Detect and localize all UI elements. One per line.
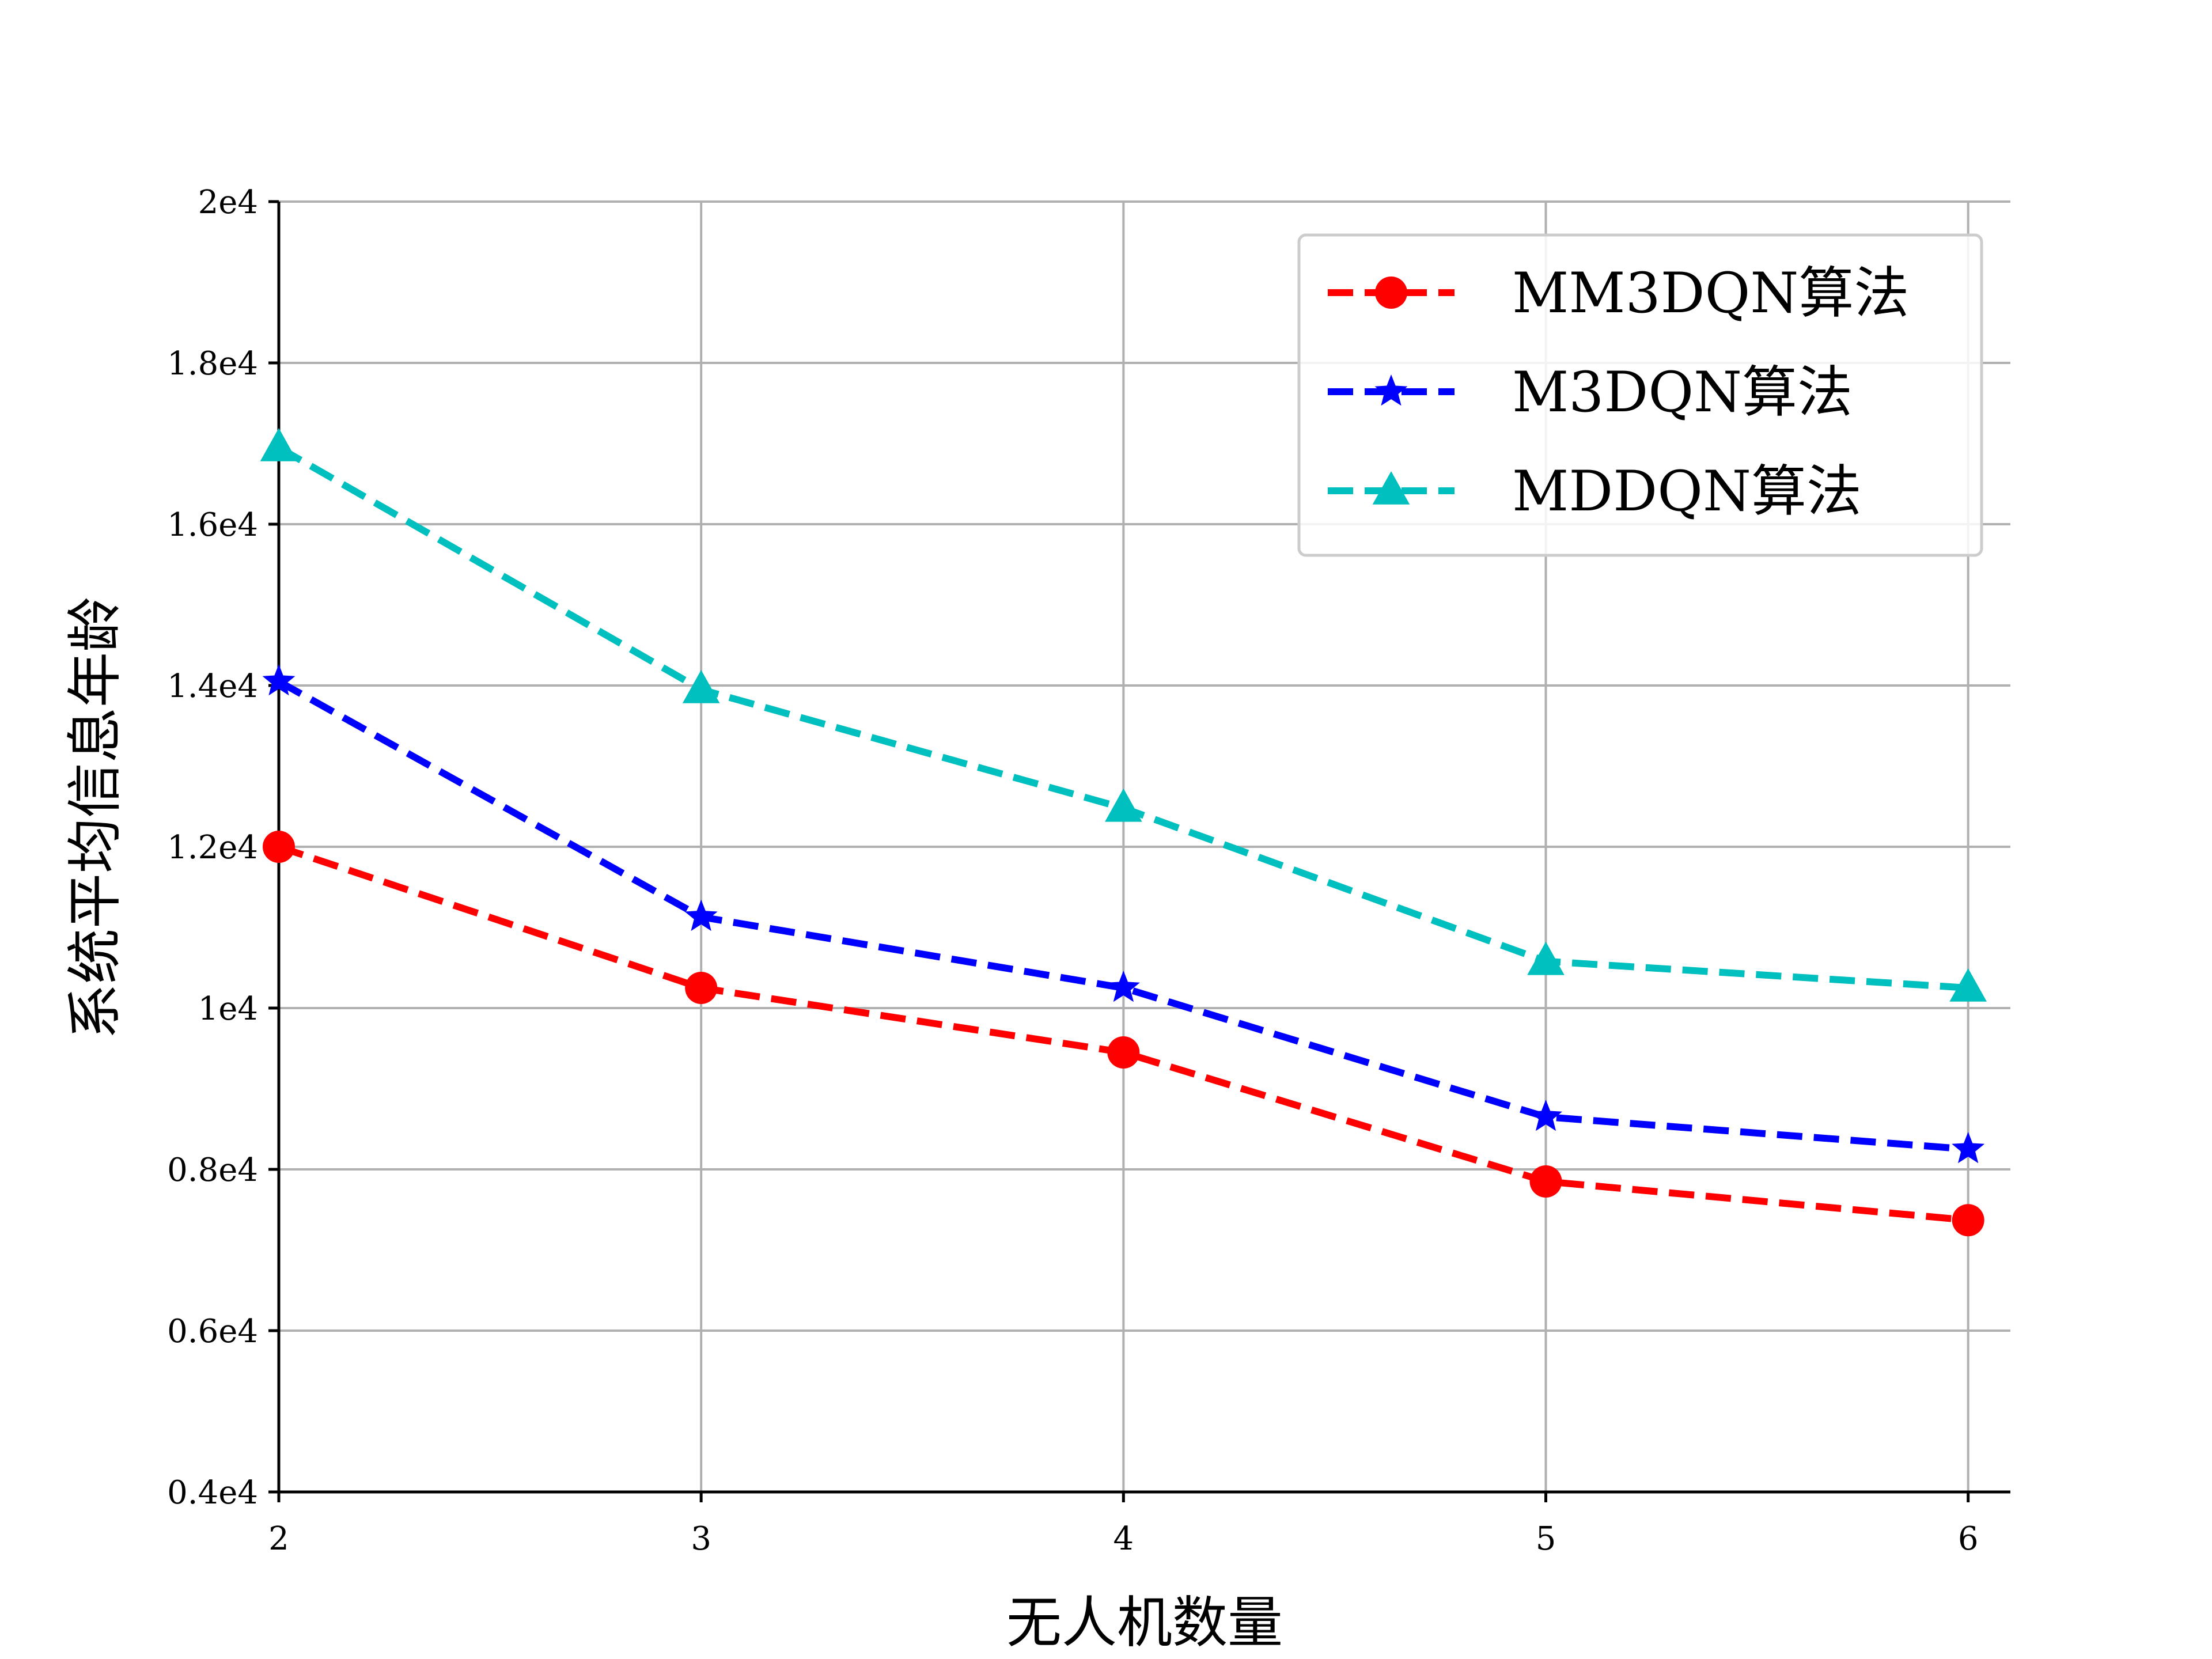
series-0 bbox=[263, 831, 1984, 1237]
y-tick-label-2: 0.8e4 bbox=[167, 1152, 258, 1189]
y-tick-label-6: 1.6e4 bbox=[167, 506, 258, 544]
series-2 bbox=[260, 428, 1987, 1002]
data-point-1-0 bbox=[262, 664, 296, 696]
data-point-2-2 bbox=[1105, 788, 1142, 822]
tick-labels: 2 3 4 5 6 0.4e4 0.6e4 0.8e4 1e4 1.2e4 1.4e4 1.6e4 1.… bbox=[167, 184, 1978, 1558]
data-point-0-2 bbox=[1107, 1036, 1140, 1069]
y-tick-label-8: 2e4 bbox=[198, 184, 258, 221]
x-tick-label-2: 4 bbox=[1113, 1520, 1134, 1558]
data-point-2-0 bbox=[260, 428, 298, 461]
y-axis-label: 系统平均信息年龄 bbox=[63, 597, 127, 1039]
y-tick-label-3: 1e4 bbox=[198, 990, 258, 1028]
y-tick-label-0: 0.4e4 bbox=[167, 1474, 258, 1512]
legend: MM3DQN算法 M3DQN算法 MDDQN算法 bbox=[1297, 233, 1983, 557]
x-tick-label-0: 2 bbox=[268, 1520, 289, 1558]
data-point-0-3 bbox=[1529, 1165, 1562, 1198]
data-point-2-3 bbox=[1527, 941, 1565, 975]
x-tick-label-1: 3 bbox=[691, 1520, 711, 1558]
legend-marker-2 bbox=[1372, 471, 1410, 505]
legend-box bbox=[1297, 233, 1983, 557]
legend-label-1: M3DQN算法 bbox=[1512, 360, 1853, 425]
series-1 bbox=[262, 664, 1985, 1164]
x-tick-label-4: 6 bbox=[1958, 1520, 1979, 1558]
legend-label-2: MDDQN算法 bbox=[1512, 459, 1862, 524]
legend-label-0: MM3DQN算法 bbox=[1512, 261, 1909, 325]
y-tick-label-7: 1.8e4 bbox=[167, 345, 258, 382]
data-point-0-4 bbox=[1952, 1204, 1984, 1237]
legend-marker-0 bbox=[1375, 276, 1407, 309]
data-point-1-3 bbox=[1529, 1100, 1562, 1131]
data-point-0-0 bbox=[263, 831, 295, 863]
data-series bbox=[260, 428, 1987, 1237]
y-tick-label-4: 1.2e4 bbox=[167, 829, 258, 866]
data-point-2-1 bbox=[682, 670, 720, 703]
data-point-1-4 bbox=[1952, 1132, 1985, 1164]
x-axis-label: 无人机数量 bbox=[1006, 1590, 1283, 1655]
y-tick-label-1: 0.6e4 bbox=[167, 1313, 258, 1350]
data-point-0-1 bbox=[685, 972, 718, 1004]
series-line-1 bbox=[277, 678, 1969, 1153]
data-point-2-4 bbox=[1949, 968, 1987, 1002]
y-tick-label-5: 1.4e4 bbox=[167, 668, 258, 705]
x-tick-label-3: 5 bbox=[1536, 1520, 1556, 1558]
data-point-1-2 bbox=[1107, 971, 1140, 1002]
data-point-1-1 bbox=[684, 899, 718, 931]
legend-marker-1 bbox=[1374, 374, 1408, 406]
